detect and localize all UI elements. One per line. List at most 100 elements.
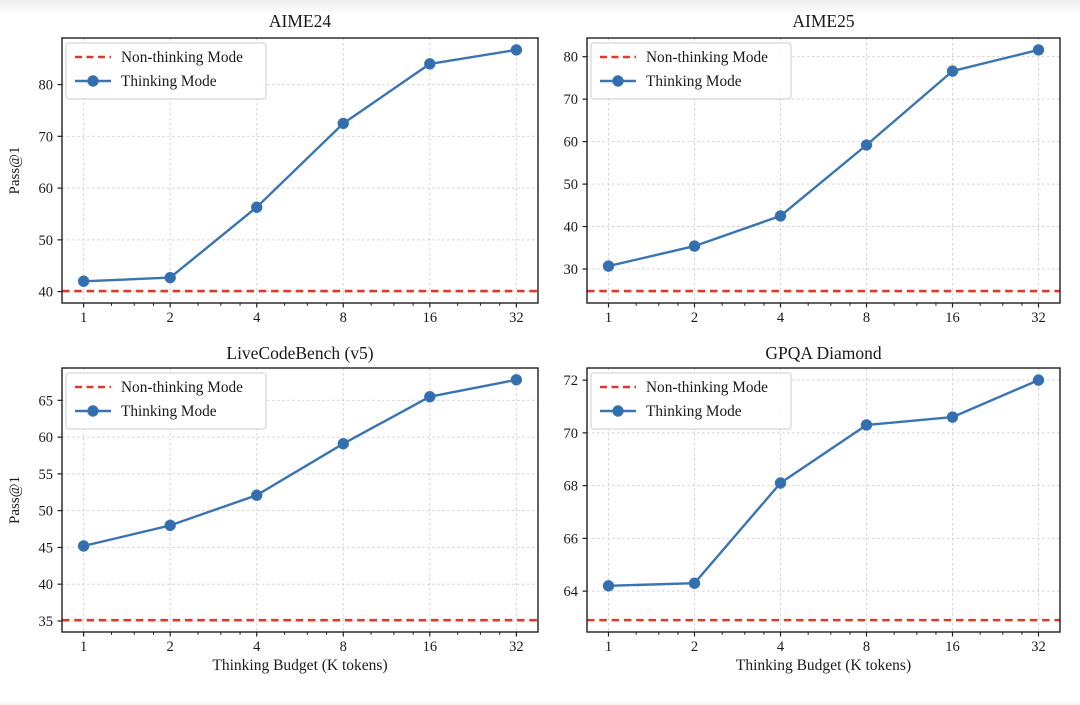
x-tick-label: 16 (945, 310, 960, 326)
x-tick-label: 2 (167, 310, 174, 326)
data-point (602, 260, 615, 272)
data-point (688, 240, 701, 252)
y-tick-label: 80 (564, 50, 579, 66)
y-tick-label: 55 (39, 467, 54, 483)
axes-spines (61, 367, 539, 633)
thinking-line (83, 48, 517, 283)
legend-marker-thinking (612, 75, 624, 87)
x-tick-label: 8 (340, 310, 347, 326)
chart-gpqa-diamond: 64 66 68 70 72 1 2 4 8 16 32 GPQA Diamond Thinking B… (564, 343, 1061, 674)
legend-box (65, 42, 267, 100)
legend-box (590, 372, 792, 430)
y-tick-label: 65 (39, 393, 54, 409)
legend: Non-thinking Mode Thinking Mode (65, 372, 267, 430)
legend-label-thinking: Thinking Mode (646, 73, 742, 90)
y-tick-label: 70 (39, 129, 54, 145)
x-tick-label: 1 (80, 639, 87, 655)
x-tick-label: 8 (863, 639, 870, 655)
thinking-line (83, 378, 517, 548)
legend: Non-thinking Mode Thinking Mode (590, 372, 792, 430)
data-point (946, 411, 959, 423)
data-point (251, 489, 263, 501)
thinking-line (608, 48, 1039, 268)
legend-label-non-thinking: Non-thinking Mode (121, 379, 243, 396)
chart-aime24: 40 50 60 70 80 1 2 4 8 16 32 AIME24 Pass@1 Non-thinki… (7, 11, 539, 326)
data-point (946, 65, 959, 77)
x-tick-label: 4 (253, 310, 261, 326)
x-tick-label: 1 (80, 310, 87, 326)
y-tick-label: 50 (39, 504, 54, 520)
data-point (424, 390, 436, 403)
x-tick-label: 8 (340, 639, 347, 655)
y-axis-label: Pass@1 (7, 147, 23, 195)
x-tick-label: 4 (253, 639, 261, 655)
legend-label-non-thinking: Non-thinking Mode (646, 49, 768, 66)
data-point (860, 139, 873, 151)
chart-title: AIME25 (792, 11, 854, 31)
x-axis-label: Thinking Budget (K tokens) (212, 657, 387, 674)
data-point (510, 44, 523, 56)
x-tick-label: 32 (1031, 639, 1046, 655)
x-tick-label: 1 (605, 639, 612, 655)
data-point (774, 210, 787, 222)
data-point (251, 201, 263, 213)
y-tick-label: 40 (39, 285, 54, 301)
y-tick-label: 60 (39, 181, 54, 197)
legend-marker-thinking (87, 405, 99, 417)
data-point (77, 275, 90, 287)
data-point (510, 374, 523, 386)
y-tick-label: 68 (564, 479, 579, 495)
data-point (688, 577, 701, 589)
data-point (424, 58, 436, 70)
chart-cell-gpqa-diamond: 64 66 68 70 72 1 2 4 8 16 32 GPQA Diamond Thinking B… (540, 340, 1080, 705)
data-point (1032, 44, 1045, 56)
data-point (77, 540, 90, 552)
chart-cell-aime25: 30 40 50 60 70 80 1 2 4 8 16 32 AIME25 Non-thinking M… (540, 0, 1080, 340)
y-tick-label: 60 (564, 135, 579, 151)
y-tick-label: 40 (39, 577, 54, 593)
chart-title: AIME24 (269, 11, 331, 31)
y-tick-label: 60 (39, 430, 54, 446)
axes-spines (586, 367, 1061, 633)
legend: Non-thinking Mode Thinking Mode (65, 42, 267, 100)
x-tick-label: 2 (691, 639, 698, 655)
x-tick-label: 1 (605, 310, 612, 326)
data-point (337, 438, 349, 450)
x-tick-label: 8 (863, 310, 870, 326)
y-tick-label: 70 (564, 92, 579, 108)
gridlines (62, 368, 538, 632)
data-point (164, 271, 176, 284)
y-tick-label: 30 (564, 262, 579, 278)
legend-label-thinking: Thinking Mode (121, 403, 217, 420)
y-tick-label: 35 (39, 614, 54, 630)
x-tick-label: 4 (777, 310, 785, 326)
data-point (602, 580, 615, 592)
y-tick-label: 66 (564, 531, 579, 547)
legend-box (65, 372, 267, 430)
x-tick-label: 16 (423, 310, 438, 326)
x-tick-label: 32 (509, 310, 524, 326)
legend-marker-thinking (612, 405, 624, 417)
data-point (774, 477, 787, 489)
x-tick-label: 4 (777, 639, 785, 655)
data-point (1032, 374, 1045, 386)
y-tick-label: 50 (39, 233, 54, 249)
data-point (164, 519, 176, 532)
y-axis-label: Pass@1 (7, 476, 23, 524)
x-tick-label: 32 (509, 639, 524, 655)
thinking-line (608, 378, 1039, 587)
gridlines (587, 38, 1060, 303)
y-tick-label: 45 (39, 540, 54, 556)
chart-livecodebench-v5: 35 40 45 50 55 60 65 1 2 4 8 16 32 LiveCodeBench (v5)… (7, 343, 539, 674)
y-tick-label: 72 (564, 373, 579, 389)
legend-box (590, 42, 792, 100)
y-tick-label: 80 (39, 78, 54, 94)
chart-title: GPQA Diamond (765, 343, 881, 363)
legend-marker-thinking (87, 75, 99, 87)
x-tick-label: 16 (945, 639, 960, 655)
x-tick-label: 2 (691, 310, 698, 326)
chart-title: LiveCodeBench (v5) (226, 343, 373, 363)
x-tick-label: 2 (167, 639, 174, 655)
